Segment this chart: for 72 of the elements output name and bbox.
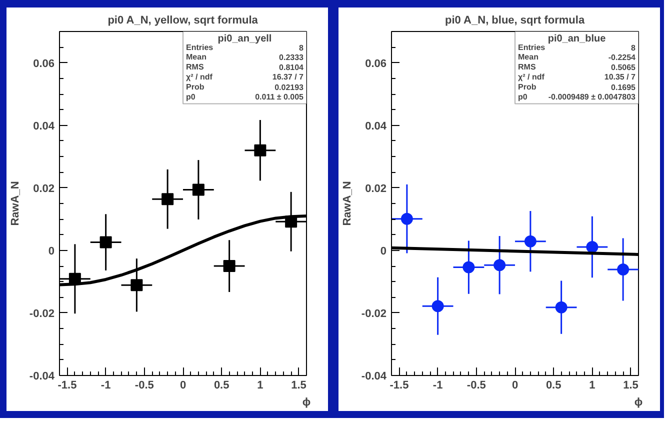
y-tick-label: 0.06 [365,58,387,70]
y-tick-label: -0.04 [361,370,388,382]
annotation: p0 [186,92,196,102]
point [462,261,475,274]
annotation: pi0_an_blue [548,34,606,44]
x-tick-label: 1.5 [623,380,638,392]
y-tick-label: 0.04 [33,120,56,132]
point [223,260,236,272]
point [400,212,413,225]
annotation: 8 [631,43,636,52]
y-axis-title: RawA_N [341,181,354,226]
x-tick-label: 0.5 [214,380,230,392]
y-tick-label: -0.04 [29,370,56,382]
annotation: 0.5065 [611,63,636,72]
annotation: χ² / ndf [518,72,545,82]
x-tick-label: -1 [100,380,111,392]
annotation: 10.35 / 7 [604,72,636,82]
x-tick-label: 1.5 [291,380,306,392]
x-tick-label: -0.5 [134,380,154,392]
y-tick-label: 0.02 [33,182,55,195]
y-tick-label: -0.02 [29,308,55,320]
point [524,235,536,248]
x-tick-label: 1 [589,380,596,392]
chart-title: pi0 A_N, yellow, sqrt formula [108,14,259,26]
x-axis-title: ϕ [634,396,643,408]
point [432,300,444,312]
annotation: Prob [518,82,536,92]
y-tick-label: -0.02 [361,308,387,320]
annotation: Mean [518,52,539,62]
annotation: χ² / ndf [186,72,213,82]
annotation: 8 [299,43,304,52]
x-axis-title: ϕ [302,396,311,408]
y-tick-label: 0 [48,245,55,258]
annotation: Mean [186,52,207,62]
point [555,301,568,314]
x-tick-label: 1 [257,380,264,392]
y-tick-label: 0.04 [365,120,388,132]
annotation: Entries [186,42,214,52]
point [617,263,630,276]
annotation: 0.2333 [279,53,304,62]
y-tick-label: 0.02 [365,182,387,195]
x-tick-label: -1 [432,380,443,392]
y-axis-title: RawA_N [9,181,22,226]
annotation: 0.1695 [611,82,636,92]
annotation: -0.2254 [608,53,636,62]
x-tick-label: -0.5 [466,380,486,392]
point [586,240,598,253]
annotation: 0.011 ± 0.005 [255,92,304,102]
chart-title: pi0 A_N, blue, sqrt formula [445,14,586,26]
x-tick-label: -1.5 [390,380,409,392]
annotation: Entries [518,42,546,52]
x-tick-label: 0.5 [546,380,562,392]
annotation: RMS [186,62,204,72]
annotation: 0.8104 [279,63,304,72]
point [254,144,266,156]
x-tick-label: 0 [512,380,518,392]
point [192,184,204,196]
x-tick-label: 0 [180,380,186,392]
annotation: 16.37 / 7 [272,72,304,82]
point [494,259,506,272]
annotation: pi0_an_yell [218,34,272,44]
annotation: RMS [518,62,536,72]
annotation: p0 [518,92,528,102]
point [100,236,112,248]
point [130,279,143,292]
x-tick-label: -1.5 [58,380,77,392]
y-tick-label: 0.06 [33,58,55,70]
annotation: -0.0009489 ± 0.0047803 [548,92,636,102]
point [162,193,174,206]
y-tick-label: 0 [380,245,387,258]
annotation: 0.02193 [274,82,304,92]
annotation: Prob [186,82,204,92]
